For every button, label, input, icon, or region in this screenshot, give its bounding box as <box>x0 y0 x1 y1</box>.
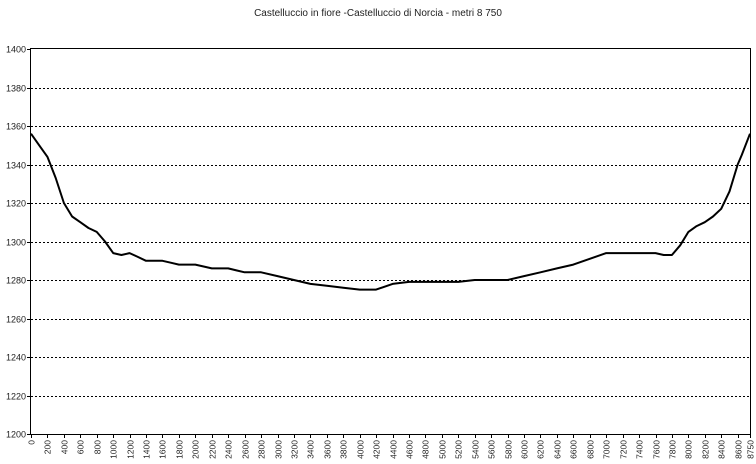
y-tick-label: 1280 <box>6 276 26 286</box>
x-tick-label: 5200 <box>454 440 464 459</box>
x-tick-label: 3800 <box>339 440 349 459</box>
x-tick-label: 4800 <box>421 440 431 459</box>
y-tick-label: 1360 <box>6 122 26 132</box>
y-tick-label: 1200 <box>6 430 26 440</box>
x-tick-label: 2200 <box>208 440 218 459</box>
x-tick-label: 1400 <box>142 440 152 459</box>
x-tick-label: 8750 <box>746 440 756 459</box>
x-tick-label: 0 <box>27 440 37 445</box>
x-tick-label: 7200 <box>619 440 629 459</box>
y-tick-label: 1320 <box>6 199 26 209</box>
x-tick-label: 3200 <box>290 440 300 459</box>
x-tick-label: 8000 <box>684 440 694 459</box>
x-tick-label: 4200 <box>372 440 382 459</box>
x-tick-label: 1800 <box>175 440 185 459</box>
x-tick-label: 7600 <box>652 440 662 459</box>
x-tick-label: 6200 <box>536 440 546 459</box>
x-tick-label: 600 <box>76 440 86 454</box>
x-tick-label: 5400 <box>471 440 481 459</box>
y-tick-label: 1300 <box>6 238 26 248</box>
x-tick-label: 3000 <box>274 440 284 459</box>
chart-title: Castelluccio in fiore -Castelluccio di N… <box>254 8 502 19</box>
x-tick-label: 6000 <box>520 440 530 459</box>
x-tick-label: 2400 <box>224 440 234 459</box>
x-tick-label: 6600 <box>569 440 579 459</box>
x-tick-label: 5000 <box>438 440 448 459</box>
y-tick-label: 1400 <box>6 45 26 55</box>
x-tick-label: 2600 <box>241 440 251 459</box>
x-tick-label: 6800 <box>586 440 596 459</box>
y-tick-label: 1380 <box>6 84 26 94</box>
x-tick-label: 200 <box>43 440 53 454</box>
x-tick-label: 8400 <box>717 440 727 459</box>
plot-frame <box>30 48 751 435</box>
x-tick-label: 1200 <box>126 440 136 459</box>
x-tick-label: 7800 <box>668 440 678 459</box>
x-tick-label: 7000 <box>602 440 612 459</box>
y-tick-label: 1240 <box>6 353 26 363</box>
y-tick-label: 1340 <box>6 161 26 171</box>
y-tick-label: 1260 <box>6 315 26 325</box>
x-tick-label: 8600 <box>734 440 744 459</box>
x-tick-label: 5600 <box>487 440 497 459</box>
x-tick-label: 5800 <box>504 440 514 459</box>
x-tick-label: 7400 <box>635 440 645 459</box>
x-tick-label: 2800 <box>257 440 267 459</box>
x-tick-label: 1600 <box>158 440 168 459</box>
y-tick-label: 1220 <box>6 392 26 402</box>
x-tick-label: 1000 <box>109 440 119 459</box>
x-tick-label: 4000 <box>356 440 366 459</box>
x-tick-label: 800 <box>93 440 103 454</box>
series-line <box>30 133 751 291</box>
x-tick-label: 400 <box>60 440 70 454</box>
x-tick-label: 4600 <box>405 440 415 459</box>
x-tick-label: 6400 <box>553 440 563 459</box>
x-tick-label: 3600 <box>323 440 333 459</box>
x-tick-label: 2000 <box>191 440 201 459</box>
x-tick-label: 4400 <box>389 440 399 459</box>
x-tick-label: 8200 <box>701 440 711 459</box>
x-tick-label: 3400 <box>306 440 316 459</box>
